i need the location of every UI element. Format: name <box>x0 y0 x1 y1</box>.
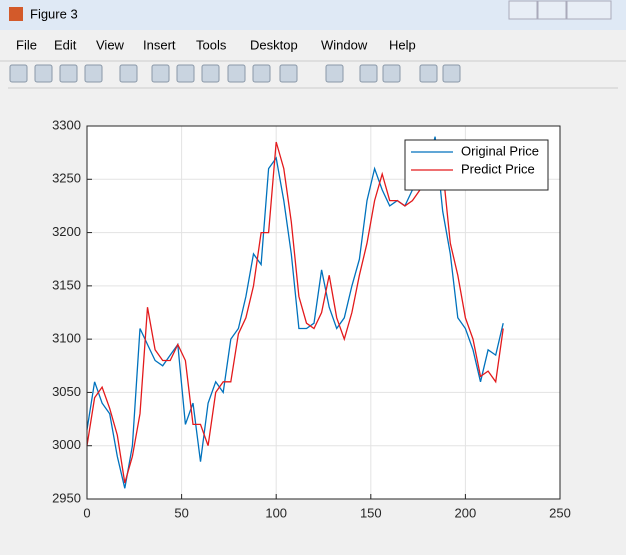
menu-item[interactable]: Help <box>389 37 416 52</box>
toolbar-button[interactable] <box>201 64 220 83</box>
x-tick-label: 0 <box>83 505 90 520</box>
menu-item[interactable]: View <box>96 37 125 52</box>
toolbar-button[interactable] <box>227 64 246 83</box>
toolbar-button[interactable] <box>325 64 344 83</box>
y-tick-label: 3050 <box>52 384 81 399</box>
close-button[interactable] <box>566 0 612 20</box>
legend-label: Original Price <box>461 143 539 158</box>
y-tick-label: 3150 <box>52 277 81 292</box>
y-tick-label: 2950 <box>52 490 81 505</box>
toolbar-button[interactable] <box>419 64 438 83</box>
axes-box <box>86 125 561 500</box>
menu-item[interactable]: Edit <box>54 37 77 52</box>
x-tick-label: 50 <box>174 505 188 520</box>
toolbar-button[interactable] <box>359 64 378 83</box>
x-tick-label: 150 <box>360 505 382 520</box>
x-tick-label: 250 <box>549 505 571 520</box>
toolbar-button[interactable] <box>59 64 78 83</box>
toolbar-button[interactable] <box>176 64 195 83</box>
toolbar-button[interactable] <box>84 64 103 83</box>
toolbar-button[interactable] <box>279 64 298 83</box>
minimize-button[interactable] <box>508 0 538 20</box>
toolbar <box>9 64 461 83</box>
toolbar-button[interactable] <box>9 64 28 83</box>
legend-label: Predict Price <box>461 161 535 176</box>
y-tick-label: 3250 <box>52 171 81 186</box>
menu-item[interactable]: Desktop <box>250 37 298 52</box>
toolbar-button[interactable] <box>151 64 170 83</box>
toolbar-button[interactable] <box>442 64 461 83</box>
y-tick-label: 3100 <box>52 331 81 346</box>
toolbar-button[interactable] <box>252 64 271 83</box>
menu-item[interactable]: Insert <box>143 37 176 52</box>
app-icon <box>9 7 23 21</box>
toolbar-button[interactable] <box>34 64 53 83</box>
maximize-button[interactable] <box>537 0 567 20</box>
legend-box <box>404 139 549 191</box>
toolbar-button[interactable] <box>119 64 138 83</box>
x-tick-label: 200 <box>455 505 477 520</box>
menu-item[interactable]: File <box>16 37 37 52</box>
y-tick-label: 3300 <box>52 117 81 132</box>
y-tick-label: 3000 <box>52 437 81 452</box>
menu-item[interactable]: Tools <box>196 37 227 52</box>
window-title: Figure 3 <box>30 6 78 21</box>
y-tick-label: 3200 <box>52 224 81 239</box>
toolbar-button[interactable] <box>382 64 401 83</box>
menu-item[interactable]: Window <box>321 37 368 52</box>
x-tick-label: 100 <box>265 505 287 520</box>
